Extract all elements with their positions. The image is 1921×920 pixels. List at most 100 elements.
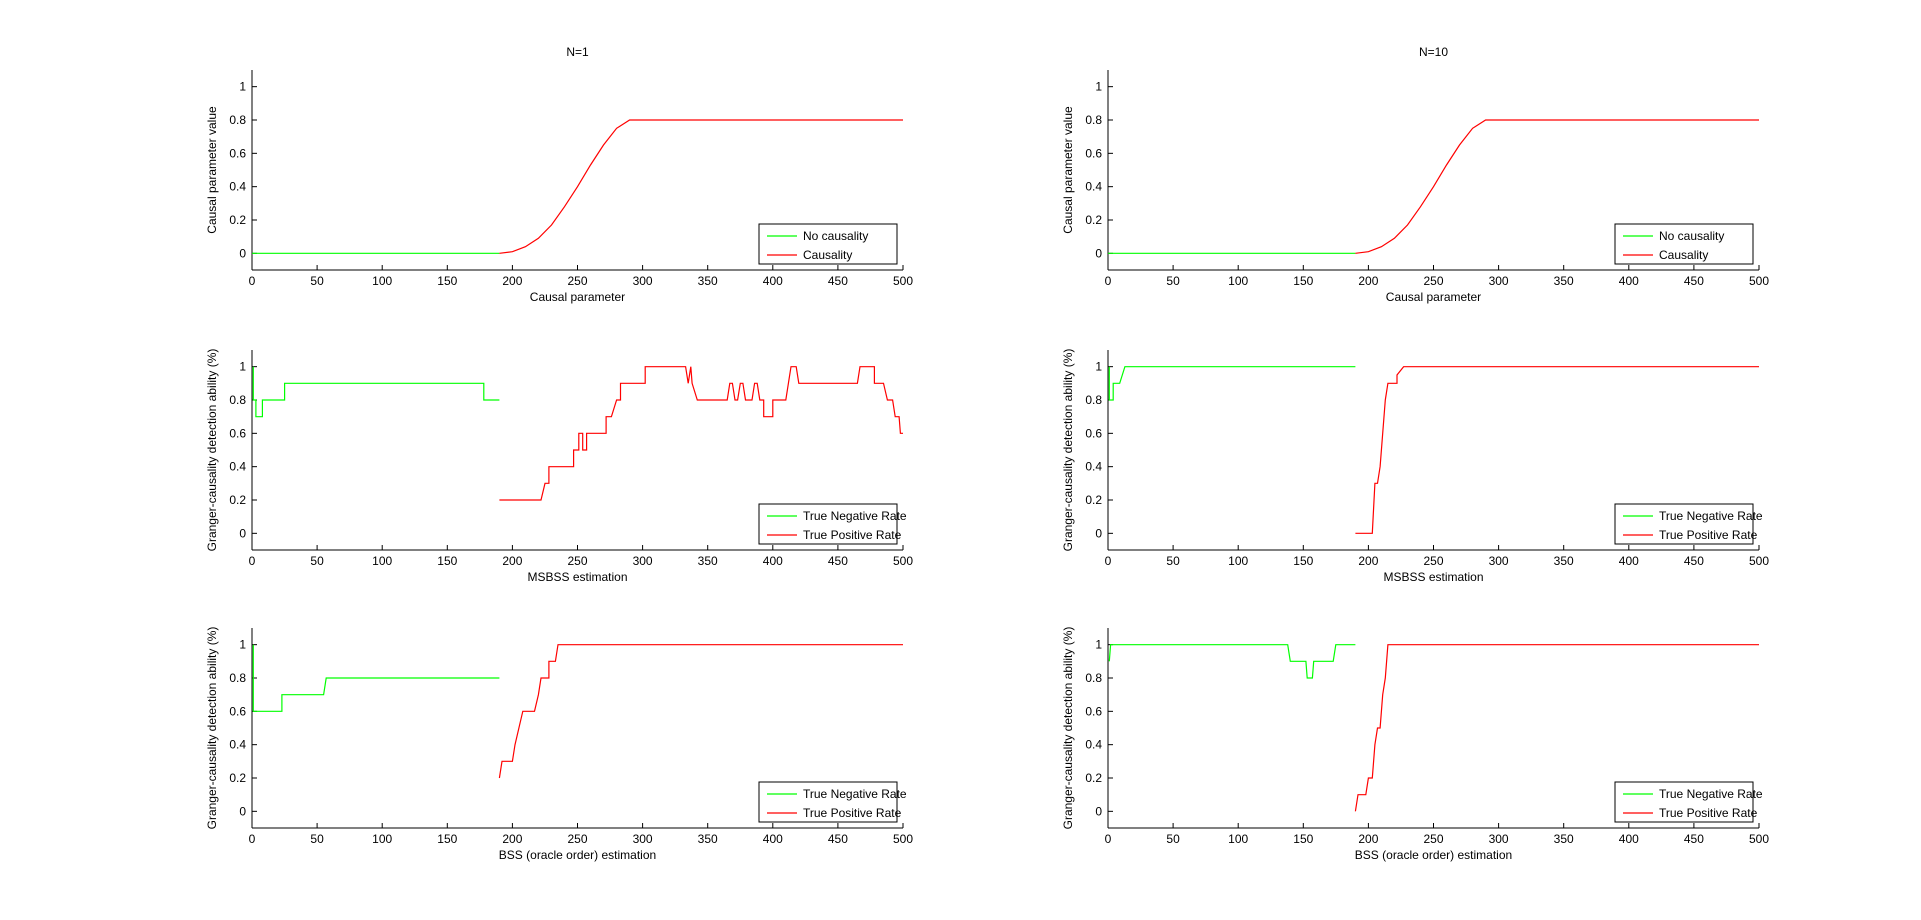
x-tick-label: 150 xyxy=(437,274,457,288)
x-tick-label: 400 xyxy=(1619,274,1639,288)
x-axis-label: BSS (oracle order) estimation xyxy=(1355,848,1512,862)
y-tick-label: 1 xyxy=(239,638,246,652)
x-tick-label: 250 xyxy=(567,832,587,846)
x-tick-label: 500 xyxy=(1749,274,1769,288)
chart-title: N=1 xyxy=(566,45,589,59)
y-tick-label: 0.6 xyxy=(229,146,246,160)
legend-label: Causality xyxy=(1659,248,1708,262)
legend-label: True Negative Rate xyxy=(1659,509,1763,523)
legend-label: No causality xyxy=(803,229,868,243)
series-line-red xyxy=(498,644,903,779)
x-tick-label: 300 xyxy=(633,274,653,288)
x-tick-label: 300 xyxy=(1489,554,1509,568)
y-tick-label: 0 xyxy=(239,526,246,540)
x-tick-label: 100 xyxy=(1228,274,1248,288)
x-axis-label: MSBSS estimation xyxy=(527,570,627,584)
x-tick-label: 200 xyxy=(1358,274,1378,288)
x-tick-label: 200 xyxy=(1358,832,1378,846)
chart-panel-6: 0 50 100 150 200 250 300 350 400 450 500 0 0.2 0.4 0.6… xyxy=(1061,627,1769,862)
x-tick-label: 350 xyxy=(1554,274,1574,288)
y-axis-label: Causal parameter value xyxy=(205,106,219,234)
legend-label: True Negative Rate xyxy=(803,509,907,523)
chart-panel-5: 0 50 100 150 200 250 300 350 400 450 500 0 0.2 0.4 0.6… xyxy=(205,627,913,862)
x-tick-label: 350 xyxy=(698,832,718,846)
x-tick-label: 0 xyxy=(249,832,256,846)
x-tick-label: 0 xyxy=(1105,832,1112,846)
x-tick-label: 100 xyxy=(1228,554,1248,568)
x-tick-label: 250 xyxy=(1423,274,1443,288)
y-tick-label: 0.2 xyxy=(1085,493,1102,507)
y-tick-label: 0.2 xyxy=(229,493,246,507)
x-tick-label: 500 xyxy=(893,832,913,846)
x-tick-label: 450 xyxy=(1684,274,1704,288)
x-tick-label: 350 xyxy=(698,554,718,568)
x-tick-label: 200 xyxy=(502,274,522,288)
legend-box xyxy=(758,781,898,823)
y-axis-label: Causal parameter value xyxy=(1061,106,1075,234)
series-line-red xyxy=(1355,119,1759,254)
y-tick-label: 0 xyxy=(1095,246,1102,260)
x-tick-label: 100 xyxy=(372,832,392,846)
x-axis-label: Causal parameter xyxy=(1386,290,1481,304)
y-tick-label: 1 xyxy=(239,80,246,94)
x-tick-label: 150 xyxy=(1293,554,1313,568)
x-tick-label: 450 xyxy=(828,274,848,288)
x-tick-label: 450 xyxy=(1684,554,1704,568)
y-tick-label: 0.4 xyxy=(229,180,246,194)
x-tick-label: 50 xyxy=(1166,274,1180,288)
y-tick-label: 0.4 xyxy=(229,460,246,474)
y-tick-label: 1 xyxy=(239,360,246,374)
x-tick-label: 350 xyxy=(1554,554,1574,568)
series-line-green xyxy=(1108,366,1356,401)
x-tick-label: 0 xyxy=(1105,274,1112,288)
legend-label: True Positive Rate xyxy=(803,806,902,820)
x-tick-label: 250 xyxy=(1423,832,1443,846)
x-tick-label: 450 xyxy=(828,832,848,846)
x-tick-label: 100 xyxy=(1228,832,1248,846)
chart-title: N=10 xyxy=(1419,45,1448,59)
x-tick-label: 500 xyxy=(893,274,913,288)
x-tick-label: 400 xyxy=(763,274,783,288)
x-tick-label: 0 xyxy=(249,274,256,288)
x-tick-label: 400 xyxy=(763,554,783,568)
x-tick-label: 300 xyxy=(1489,274,1509,288)
series-line-red xyxy=(499,119,903,254)
x-tick-label: 150 xyxy=(1293,832,1313,846)
series-line-green xyxy=(252,644,500,712)
x-tick-label: 450 xyxy=(1684,832,1704,846)
x-tick-label: 100 xyxy=(372,274,392,288)
legend-label: No causality xyxy=(1659,229,1724,243)
legend-box xyxy=(1614,781,1754,823)
y-tick-label: 0 xyxy=(239,246,246,260)
y-tick-label: 0.6 xyxy=(229,426,246,440)
y-tick-label: 0.2 xyxy=(1085,213,1102,227)
y-tick-label: 0.4 xyxy=(1085,738,1102,752)
x-tick-label: 500 xyxy=(893,554,913,568)
x-tick-label: 400 xyxy=(1619,832,1639,846)
x-tick-label: 450 xyxy=(828,554,848,568)
x-tick-label: 50 xyxy=(310,274,324,288)
x-tick-label: 50 xyxy=(310,554,324,568)
x-tick-label: 150 xyxy=(437,832,457,846)
x-tick-label: 50 xyxy=(1166,832,1180,846)
legend-label: True Positive Rate xyxy=(1659,528,1758,542)
x-tick-label: 150 xyxy=(1293,274,1313,288)
y-tick-label: 1 xyxy=(1095,360,1102,374)
y-tick-label: 1 xyxy=(1095,638,1102,652)
series-line-green xyxy=(252,366,500,418)
x-tick-label: 500 xyxy=(1749,832,1769,846)
x-tick-label: 200 xyxy=(502,832,522,846)
chart-panel-3: 0 50 100 150 200 250 300 350 400 450 500 0 0.2 0.4 0.6… xyxy=(205,349,913,584)
x-tick-label: 400 xyxy=(1619,554,1639,568)
y-tick-label: 0.2 xyxy=(229,771,246,785)
x-tick-label: 250 xyxy=(1423,554,1443,568)
legend: True Negative Rate True Positive Rate xyxy=(1614,503,1763,545)
y-tick-label: 0.8 xyxy=(229,393,246,407)
x-tick-label: 100 xyxy=(372,554,392,568)
x-tick-label: 350 xyxy=(1554,832,1574,846)
legend-box xyxy=(758,503,898,545)
y-tick-label: 0.2 xyxy=(1085,771,1102,785)
chart-panel-4: 0 50 100 150 200 250 300 350 400 450 500 0 0.2 0.4 0.6… xyxy=(1061,349,1769,584)
x-tick-label: 500 xyxy=(1749,554,1769,568)
x-axis-label: Causal parameter xyxy=(530,290,625,304)
